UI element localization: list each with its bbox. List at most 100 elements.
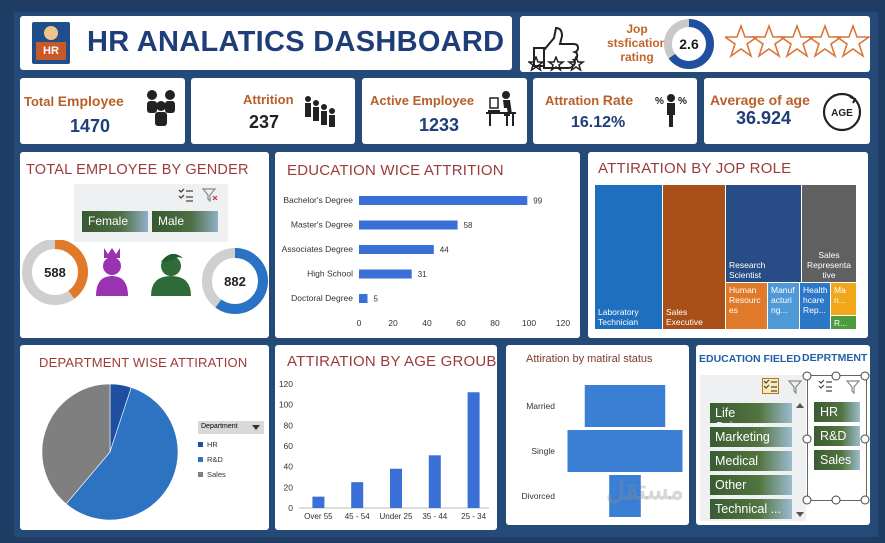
age-icon-text: AGE	[831, 108, 853, 119]
treemap-cell: R...	[831, 316, 856, 329]
person-icon	[44, 26, 58, 40]
multi-select-icon[interactable]	[178, 188, 194, 202]
kpi-attrition: Attrition 237	[191, 78, 355, 144]
age-bar	[428, 455, 441, 508]
age-tick-label: 40	[284, 462, 294, 472]
treemap-cell: Research Scientist	[726, 185, 801, 282]
age-title: ATTIRATION BY AGE GROUB	[287, 353, 497, 370]
male-donut: 882	[202, 248, 268, 314]
age-icon: AGE	[822, 92, 862, 132]
treemap-cell: Health hcare Rep...	[800, 283, 830, 329]
treemap-cell-label: Laboratory Technician	[598, 307, 639, 327]
age-category-label: 35 - 44	[422, 512, 447, 521]
age-tick-label: 20	[284, 482, 294, 492]
edu-tick-label: 40	[422, 318, 432, 328]
kpi-active-employee: Active Employee 1233	[362, 78, 527, 144]
marital-bar	[567, 430, 683, 472]
education-field-option[interactable]: Other	[710, 475, 792, 495]
education-field-title: EDUCATION FIELED	[699, 353, 801, 365]
legend-filter-button[interactable]: Department	[198, 421, 264, 434]
edu-tick-label: 120	[556, 318, 570, 328]
treemap-cell-label: Ma n...	[834, 285, 846, 305]
gender-slicer: Female Male	[74, 184, 228, 242]
treemap-cell: Ma n...	[831, 283, 856, 315]
education-field-option[interactable]: Marketing	[710, 427, 792, 447]
scroll-down-icon[interactable]	[796, 512, 804, 517]
legend-item: HR	[198, 440, 264, 449]
marital-bar	[609, 475, 641, 517]
marital-chart: Married Single Divorced	[521, 385, 683, 517]
people-icon	[147, 90, 175, 126]
department-slicer: HR R&D Sales	[807, 375, 867, 501]
treemap-cell: Sales Representa tive	[802, 185, 856, 282]
clear-filter-icon[interactable]	[788, 380, 804, 394]
pie-slice	[41, 383, 111, 505]
jobrole-treemap: Laboratory Technician Sales Executive Rese…	[595, 185, 857, 330]
age-tick-label: 120	[279, 379, 293, 389]
age-tick-label: 60	[284, 441, 294, 451]
jobrole-panel: ATTIRATION BY JOP ROLE Laboratory Techni…	[588, 152, 868, 338]
education-field-option[interactable]: Technical ...	[710, 499, 792, 519]
edu-bar	[359, 294, 368, 303]
age-bar	[390, 468, 402, 508]
multi-select-icon[interactable]	[818, 379, 833, 393]
marital-bar	[584, 385, 666, 427]
selection-handles[interactable]	[800, 369, 870, 509]
scroll-up-icon[interactable]	[796, 403, 804, 408]
satisfaction-gauge: 2.6	[664, 19, 714, 69]
header-card: HR HR ANALATICS DASHBOARD	[20, 16, 512, 70]
edu-tick-label: 20	[388, 318, 398, 328]
male-value: 882	[224, 274, 246, 289]
kpi-active-employee-label: Active Employee	[370, 93, 475, 108]
edu-category-label: Bachelor's Degree	[283, 195, 353, 205]
department-legend: Department HR R&D Sales	[198, 421, 264, 479]
small-stars	[528, 56, 586, 72]
education-field-option[interactable]: Medical	[710, 451, 792, 471]
slicer-male[interactable]: Male	[152, 211, 218, 232]
multi-select-icon[interactable]	[762, 378, 779, 394]
treemap-cell: Human Resourc es	[726, 283, 767, 329]
clear-filter-icon[interactable]	[846, 380, 862, 394]
edu-bar	[359, 245, 434, 254]
legend-item: R&D	[198, 455, 264, 464]
treemap-cell-label: Health hcare Rep...	[803, 285, 828, 315]
legend-label: Sales	[207, 470, 226, 479]
edu-category-label: Associates Degree	[282, 244, 354, 254]
legend-label: HR	[207, 440, 218, 449]
clear-filter-icon[interactable]	[202, 188, 218, 202]
edu-category-label: Master's Degree	[291, 220, 353, 230]
gender-panel: TOTAL EMPLOYEE BY GENDER Female Male 588	[20, 152, 269, 338]
age-category-label: Under 25	[380, 512, 413, 521]
satisfaction-label: Jop stsfication rating	[606, 22, 667, 64]
treemap-cell-label: Human Resourc es	[729, 285, 761, 315]
age-category-label: Over 55	[304, 512, 333, 521]
svg-text:%: %	[678, 96, 687, 107]
edu-tick-label: 80	[490, 318, 500, 328]
female-icon	[96, 248, 128, 296]
edu-category-label: Doctoral Degree	[291, 293, 353, 303]
female-donut: 588	[22, 240, 88, 305]
slicer-female[interactable]: Female	[82, 211, 148, 232]
pie-slice	[65, 387, 179, 521]
department-pie-chart	[41, 383, 179, 521]
marital-title: Attiration by matiral status	[526, 353, 653, 365]
department-option[interactable]: R&D	[814, 426, 860, 446]
treemap-cell-label: Sales Representa tive	[807, 250, 851, 280]
legend-items: HR R&D Sales	[198, 440, 264, 479]
satisfaction-value: 2.6	[679, 36, 699, 52]
edu-tick-label: 60	[456, 318, 466, 328]
female-value: 588	[44, 265, 66, 280]
edu-bar	[359, 196, 528, 205]
age-bar	[467, 392, 480, 508]
department-option[interactable]: Sales	[814, 450, 860, 470]
slicers-panel: EDUCATION FIELED DEPRTMENT Life Sciences…	[696, 345, 870, 525]
edu-data-label: 58	[464, 221, 473, 230]
edu-bar	[359, 269, 412, 279]
marital-category-label: Divorced	[521, 491, 555, 501]
education-field-option[interactable]: Life Sciences	[710, 403, 792, 434]
kpi-average-age-label: Average of age	[710, 92, 810, 108]
education-panel: EDUCATION WICE ATTRITION Bachelor's Degr…	[275, 152, 580, 338]
department-option[interactable]: HR	[814, 402, 860, 422]
male-icon	[151, 253, 191, 296]
scrollbar[interactable]	[796, 403, 804, 517]
